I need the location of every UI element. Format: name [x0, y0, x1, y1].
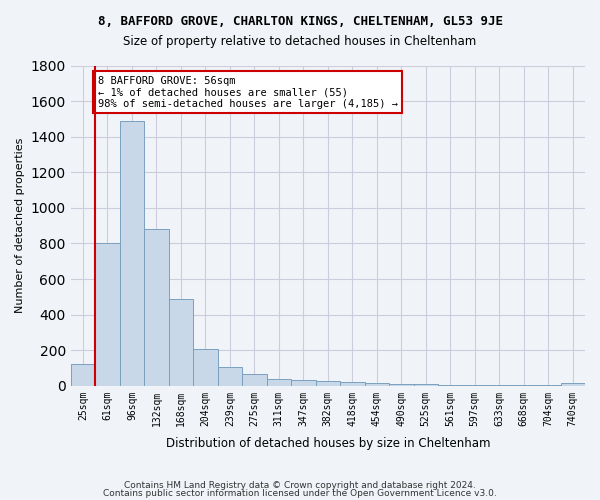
Bar: [291, 380, 316, 386]
Bar: [193, 350, 218, 386]
Bar: [119, 120, 144, 386]
Bar: [560, 383, 585, 386]
Text: 8 BAFFORD GROVE: 56sqm
← 1% of detached houses are smaller (55)
98% of semi-deta: 8 BAFFORD GROVE: 56sqm ← 1% of detached …: [98, 76, 398, 109]
Bar: [463, 385, 487, 386]
Text: Contains HM Land Registry data © Crown copyright and database right 2024.: Contains HM Land Registry data © Crown c…: [124, 481, 476, 490]
Bar: [487, 385, 512, 386]
Bar: [169, 298, 193, 386]
Text: Contains public sector information licensed under the Open Government Licence v3: Contains public sector information licen…: [103, 488, 497, 498]
Bar: [71, 364, 95, 386]
Bar: [316, 381, 340, 386]
Text: Size of property relative to detached houses in Cheltenham: Size of property relative to detached ho…: [124, 35, 476, 48]
Bar: [340, 382, 365, 386]
Bar: [266, 378, 291, 386]
Y-axis label: Number of detached properties: Number of detached properties: [15, 138, 25, 314]
Bar: [365, 383, 389, 386]
Bar: [218, 367, 242, 386]
X-axis label: Distribution of detached houses by size in Cheltenham: Distribution of detached houses by size …: [166, 437, 490, 450]
Text: 8, BAFFORD GROVE, CHARLTON KINGS, CHELTENHAM, GL53 9JE: 8, BAFFORD GROVE, CHARLTON KINGS, CHELTE…: [97, 15, 503, 28]
Bar: [389, 384, 413, 386]
Bar: [413, 384, 438, 386]
Bar: [95, 244, 119, 386]
Bar: [242, 374, 266, 386]
Bar: [144, 229, 169, 386]
Bar: [438, 385, 463, 386]
